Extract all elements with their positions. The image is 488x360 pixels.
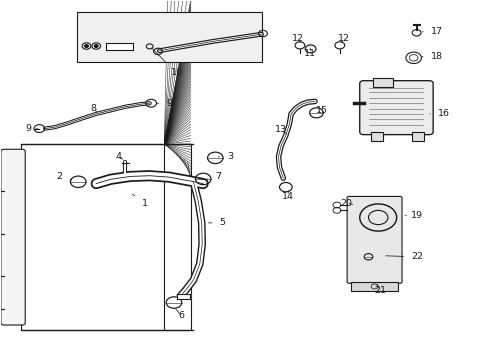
Text: 4: 4 [115,152,122,161]
Circle shape [84,45,88,48]
Bar [21,144,166,330]
Bar [370,132,382,141]
Text: 9: 9 [25,124,38,133]
Text: 3: 3 [218,152,232,161]
Bar [351,282,397,291]
Text: 15: 15 [316,106,327,115]
Text: 22: 22 [385,252,422,261]
Text: 20: 20 [340,199,352,208]
Text: 5: 5 [208,219,225,228]
Text: 11: 11 [304,48,316,58]
Text: 16: 16 [429,109,449,118]
Text: 19: 19 [404,211,422,220]
FancyBboxPatch shape [346,197,401,283]
FancyBboxPatch shape [1,149,25,325]
Text: 8: 8 [91,104,97,113]
Bar [411,132,424,141]
Text: 7: 7 [205,172,220,181]
Text: 10: 10 [151,48,182,77]
Text: 14: 14 [282,191,294,201]
FancyBboxPatch shape [359,81,432,135]
Text: 6: 6 [175,309,184,320]
Text: 18: 18 [421,52,442,61]
Text: 17: 17 [421,27,442,36]
Text: 12: 12 [291,35,304,44]
Circle shape [94,45,98,48]
Bar [77,12,261,62]
Bar [372,78,392,87]
Text: 12: 12 [338,35,349,44]
Text: 9: 9 [157,99,172,108]
Text: 13: 13 [274,126,286,135]
Text: 1: 1 [132,194,147,208]
Bar [164,144,191,330]
Text: 21: 21 [374,284,386,295]
Text: 2: 2 [57,172,72,181]
